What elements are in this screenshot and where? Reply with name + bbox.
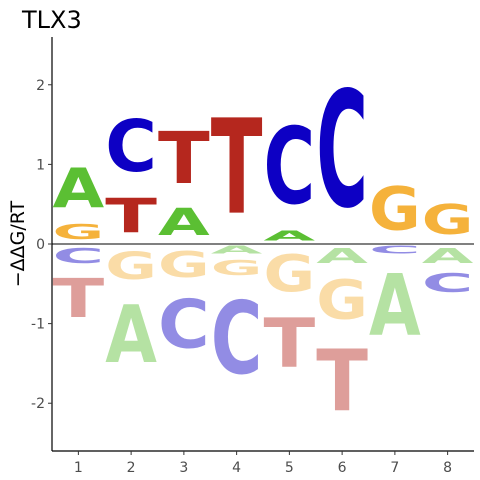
x-tick-label: 8 (443, 460, 452, 476)
logo-letter-c: C (158, 286, 210, 364)
y-tick-label: 2 (36, 78, 45, 94)
x-tick-label: 5 (285, 460, 294, 476)
logo-letter-g: G (369, 175, 421, 244)
chart-title: TLX3 (21, 6, 82, 34)
y-tick-label: 0 (36, 237, 45, 253)
logo-letter-t: T (105, 188, 157, 244)
x-axis-ticks: 1 2 3 4 5 6 7 8 (74, 451, 452, 476)
x-tick-label: 4 (232, 460, 241, 476)
x-tick-label: 6 (338, 460, 347, 476)
logo-letter-a: A (158, 200, 210, 244)
logo-letter-c: C (211, 282, 263, 398)
x-tick-label: 7 (390, 460, 399, 476)
logo-letter-t: T (264, 304, 316, 383)
x-tick-label: 1 (74, 460, 83, 476)
y-tick-label: -2 (31, 396, 45, 412)
logo-letter-t: T (158, 118, 210, 200)
y-axis-label: −ΔΔG/RT (7, 200, 29, 287)
logo-letter-a: A (422, 244, 474, 268)
logo-letter-a: A (105, 289, 157, 381)
logo-letter-g: G (422, 197, 474, 245)
logo-letter-c: C (53, 244, 105, 268)
y-tick-label: -1 (31, 317, 45, 333)
logo-letter-g: G (105, 245, 157, 288)
logo-letter-t: T (53, 269, 105, 331)
y-tick-label: 1 (36, 157, 45, 173)
logo-letter-g: G (53, 221, 105, 245)
logo-letter-g: G (158, 245, 210, 286)
logo-letter-a: A (53, 157, 105, 220)
logo-letter-g: G (264, 244, 316, 304)
logo-letter-g: G (211, 257, 263, 281)
x-tick-label: 2 (127, 460, 136, 476)
logo-letter-c: C (422, 268, 474, 298)
x-tick-label: 3 (179, 460, 188, 476)
logo-letter-a: A (211, 244, 263, 256)
y-axis-ticks: -2 -1 0 1 2 (31, 78, 52, 412)
logo-letter-c: C (264, 106, 316, 228)
logo-letter-c: C (369, 244, 421, 256)
logo-letter-c: C (316, 58, 368, 244)
logo-letter-t: T (316, 331, 368, 430)
logo-letter-a: A (369, 257, 421, 356)
logo-letter-t: T (211, 93, 263, 245)
logo-letter-a: A (264, 228, 317, 244)
logo-letter-a: A (316, 244, 368, 268)
logo-letter-c: C (105, 105, 157, 189)
logo-letter-g: G (316, 268, 368, 332)
